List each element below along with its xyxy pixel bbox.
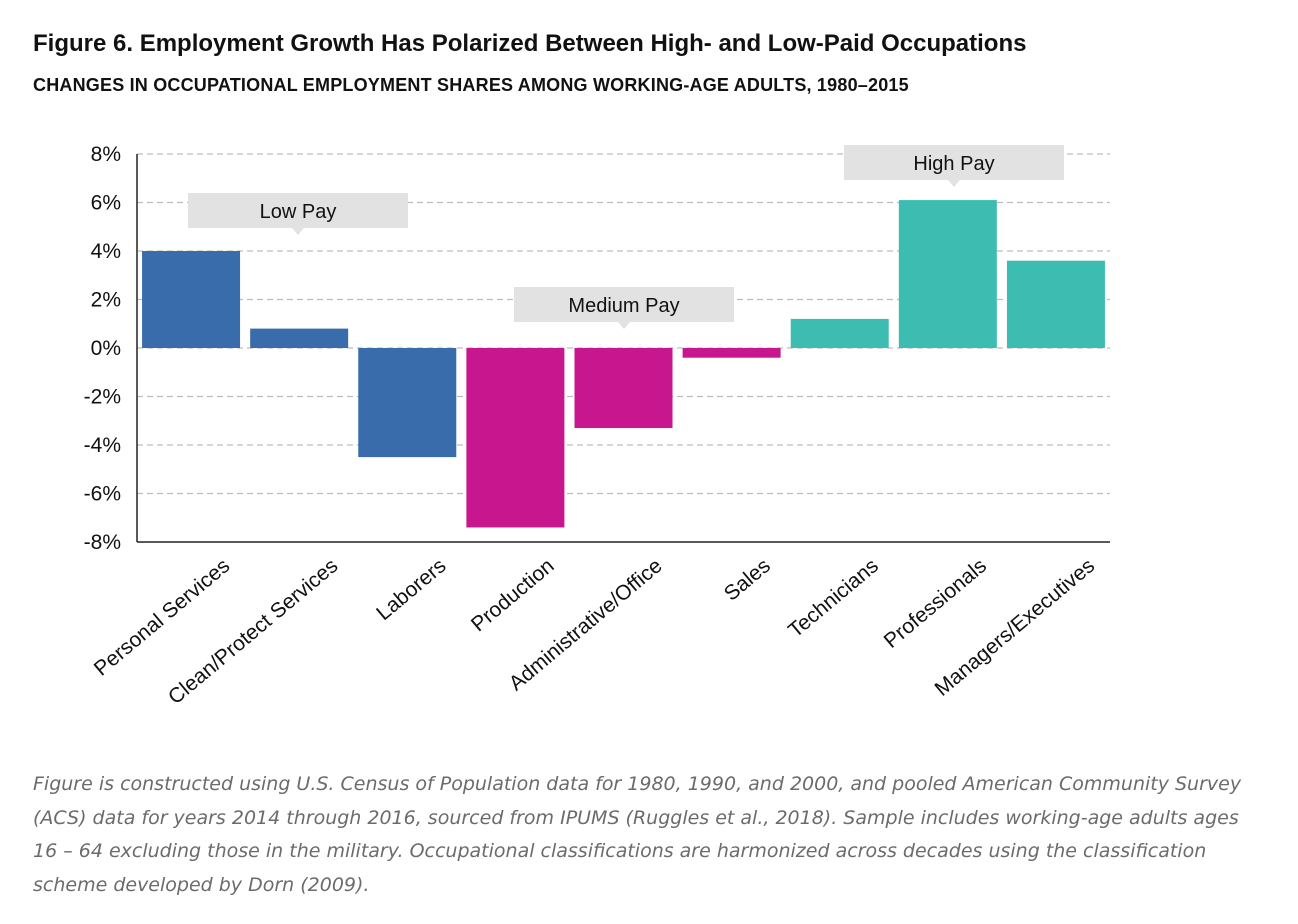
y-tick-label: -6%: [84, 483, 121, 506]
x-tick-label: Professionals: [880, 554, 991, 653]
y-tick-label: 4%: [91, 240, 121, 263]
y-tick-label: 6%: [91, 192, 121, 215]
bar: [898, 200, 997, 348]
bar: [358, 348, 457, 458]
x-tick-label: Laborers: [372, 554, 450, 625]
y-tick-label: 0%: [91, 337, 121, 360]
callout-pointer: [618, 322, 630, 329]
callout-pointer: [292, 228, 304, 235]
chart-title: Figure 6. Employment Growth Has Polarize…: [33, 30, 1027, 57]
bar: [142, 251, 241, 348]
y-tick-label: -4%: [84, 434, 121, 457]
y-tick-label: -8%: [84, 531, 121, 554]
callout-box: [188, 193, 408, 228]
y-tick-label: -2%: [84, 386, 121, 409]
bar: [466, 348, 565, 528]
bar: [682, 348, 781, 358]
callout-pointer: [948, 180, 960, 187]
x-tick-label: Production: [467, 554, 559, 636]
callout-label: High Pay: [913, 153, 994, 175]
bar: [574, 348, 673, 429]
callout-box: [514, 287, 734, 322]
x-tick-label: Sales: [720, 554, 775, 605]
callout-label: Medium Pay: [568, 295, 679, 317]
figure-note: Figure is constructed using U.S. Census …: [33, 773, 1242, 896]
bar: [250, 328, 349, 348]
x-tick-label: Technicians: [784, 554, 883, 642]
y-tick-label: 8%: [91, 143, 121, 166]
bar-chart: 8%6%4%2%0%-2%-4%-6%-8%Personal ServicesC…: [84, 143, 1110, 709]
bar: [1006, 260, 1105, 348]
y-tick-label: 2%: [91, 289, 121, 312]
callout-box: [844, 145, 1064, 180]
callout-label: Low Pay: [260, 201, 337, 223]
bar: [790, 318, 889, 348]
chart-subtitle: CHANGES IN OCCUPATIONAL EMPLOYMENT SHARE…: [33, 75, 909, 95]
